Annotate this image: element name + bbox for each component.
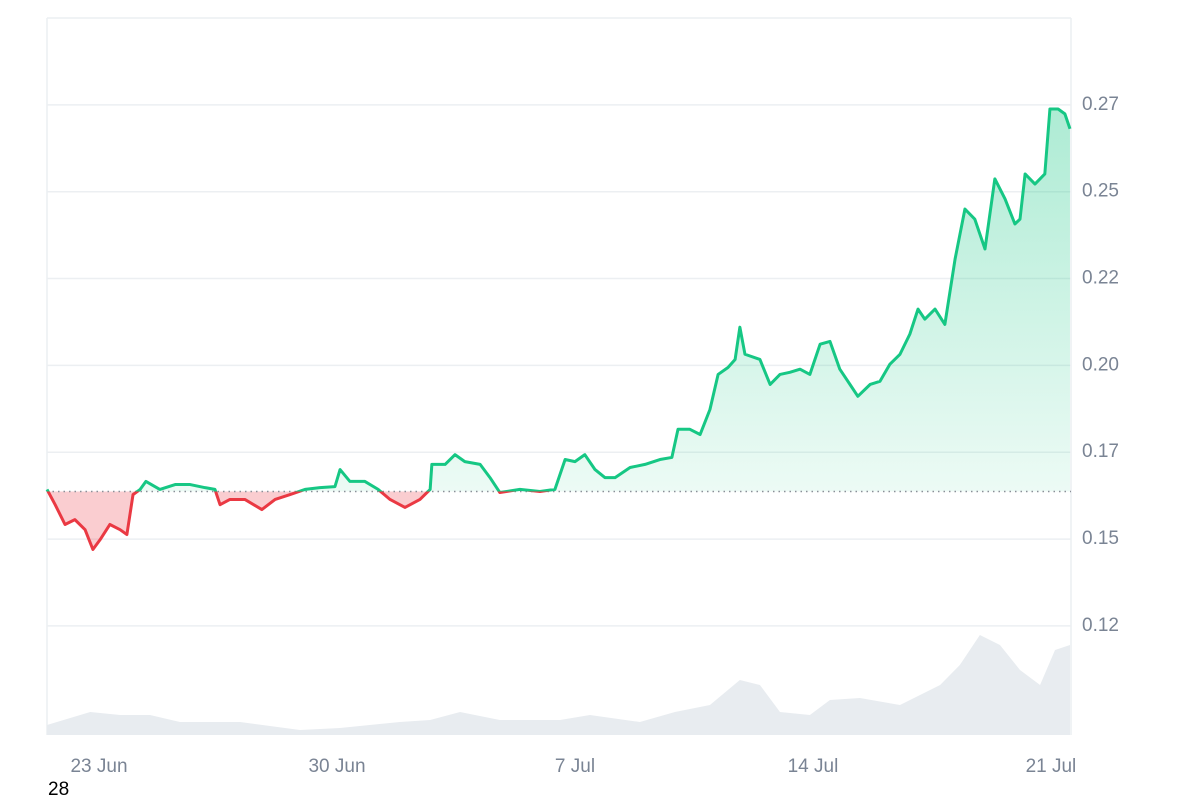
y-tick-label: 0.22 [1082,268,1119,289]
y-tick-label: 0.17 [1082,441,1119,462]
y-tick-label: 0.27 [1082,94,1119,115]
x-tick-label: 21 Jul [1026,756,1077,777]
x-tick-label: 7 Jul [555,756,595,777]
area-up [47,109,1070,492]
x-tick-label: 30 Jun [308,756,365,777]
volume-area [47,635,1070,735]
y-tick-label: 0.12 [1082,615,1119,636]
footer-text: 28 [48,779,69,800]
x-tick-label: 14 Jul [788,756,839,777]
y-tick-label: 0.25 [1082,181,1119,202]
area-down [48,491,507,550]
x-tick-label: 23 Jun [70,756,127,777]
y-tick-label: 0.20 [1082,354,1119,375]
y-tick-label: 0.15 [1082,528,1119,549]
price-line-up [45,107,1072,492]
